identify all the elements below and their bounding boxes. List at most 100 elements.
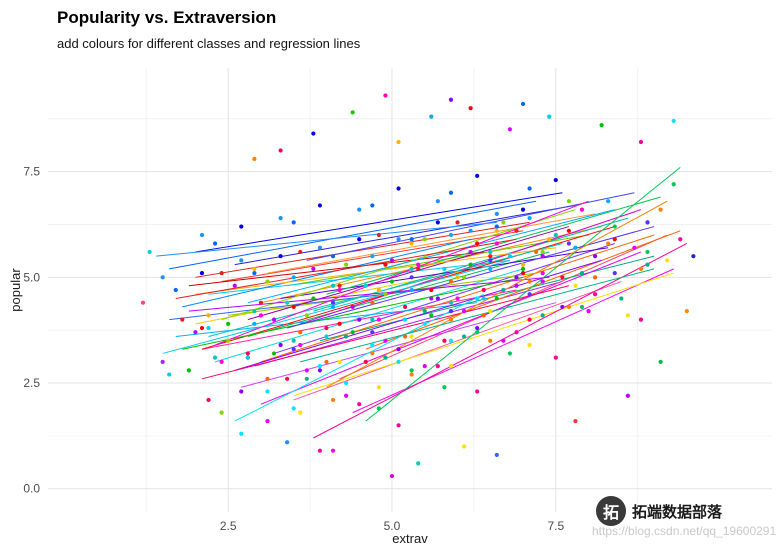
regression-line [234, 259, 602, 371]
regression-line [267, 213, 596, 274]
scatter-point [612, 270, 617, 276]
scatter-point [573, 283, 578, 288]
scatter-point [645, 220, 650, 225]
scatter-point [494, 228, 499, 233]
scatter-point [488, 309, 493, 314]
scatter-point [226, 338, 231, 343]
scatter-point [540, 249, 545, 255]
scatter-point [330, 448, 336, 453]
regression-line [195, 192, 563, 253]
scatter-point [547, 237, 552, 242]
scatter-point [435, 364, 440, 369]
scatter-point [560, 304, 565, 310]
scatter-point [494, 241, 499, 246]
scatter-point [448, 317, 454, 322]
scatter-point [448, 309, 454, 314]
regression-line [319, 255, 655, 342]
scatter-point [265, 376, 270, 381]
scatter-point [370, 254, 375, 259]
scatter-point [271, 351, 277, 356]
scatter-point [370, 330, 375, 335]
scatter-point [383, 93, 388, 98]
scatter-point [344, 262, 349, 267]
scatter-point [258, 300, 264, 305]
scatter-point [461, 309, 467, 314]
scatter-point [573, 245, 578, 250]
scatter-point [448, 364, 454, 369]
scatter-point [540, 270, 545, 276]
scatter-point [180, 317, 185, 322]
regression-line [188, 251, 484, 287]
scatter-point [540, 313, 545, 318]
scatter-point [278, 342, 283, 348]
scatter-point [599, 122, 604, 128]
scatter-point [370, 203, 375, 208]
scatter-point [285, 440, 290, 445]
scatter-point [324, 359, 329, 364]
scatter-point [239, 431, 244, 436]
scatter-point [389, 279, 395, 284]
scatter-point [304, 376, 309, 381]
scatter-point [252, 270, 257, 276]
scatter-point [324, 325, 329, 331]
scatter-point [625, 393, 630, 398]
scatter-point [475, 241, 480, 246]
scatter-point [265, 279, 270, 284]
regression-line [169, 200, 537, 270]
scatter-point [448, 232, 454, 238]
scatter-point [645, 262, 650, 267]
scatter-point [219, 410, 224, 415]
regression-line [234, 204, 576, 266]
scatter-point [468, 262, 473, 267]
scatter-point [592, 275, 598, 280]
scatter-point [291, 275, 296, 280]
scatter-point [363, 359, 368, 364]
scatter-point [488, 266, 493, 271]
regression-line [300, 209, 642, 325]
scatter-point [330, 300, 336, 305]
scatter-point [422, 321, 427, 326]
scatter-point [553, 232, 558, 238]
scatter-point [311, 131, 316, 136]
scatter-point [455, 296, 460, 301]
scatter-point [566, 199, 571, 204]
scatter-point [219, 270, 224, 276]
regression-line [326, 196, 661, 295]
scatter-point [311, 266, 316, 271]
scatter-point [448, 338, 454, 343]
scatter-point [350, 304, 355, 310]
scatter-point [632, 245, 637, 250]
regression-line [214, 200, 589, 346]
scatter-point [402, 304, 408, 310]
scatter-point [461, 275, 467, 280]
scatter-point [494, 211, 499, 216]
regression-line [162, 259, 511, 354]
regression-line [195, 247, 556, 295]
scatter-point [298, 330, 303, 335]
scatter-point [252, 156, 257, 162]
scatter-point [448, 279, 454, 284]
regression-line [195, 221, 530, 278]
scatter-point [514, 275, 519, 280]
chart-title: Popularity vs. Extraversion [57, 8, 277, 27]
scatter-point [370, 351, 375, 356]
scatter-point [520, 101, 526, 107]
scatter-point [612, 224, 617, 229]
watermark-logo-icon: 拓 [596, 496, 626, 526]
scatter-point [448, 300, 454, 305]
scatter-point [226, 321, 231, 326]
scatter-point [396, 359, 401, 364]
x-tick-label: 7.5 [547, 519, 564, 533]
scatter-point [350, 110, 355, 115]
y-tick-label: 5.0 [23, 270, 40, 284]
scatter-point [370, 342, 375, 348]
scatter-point [389, 473, 395, 479]
scatter-point [265, 389, 270, 394]
regression-line [300, 268, 655, 363]
scatter-point [475, 325, 480, 331]
scatter-point [579, 304, 585, 310]
scatter-point [330, 283, 336, 288]
scatter-point [206, 397, 211, 403]
scatter-point [409, 237, 414, 242]
scatter-point [173, 287, 178, 293]
